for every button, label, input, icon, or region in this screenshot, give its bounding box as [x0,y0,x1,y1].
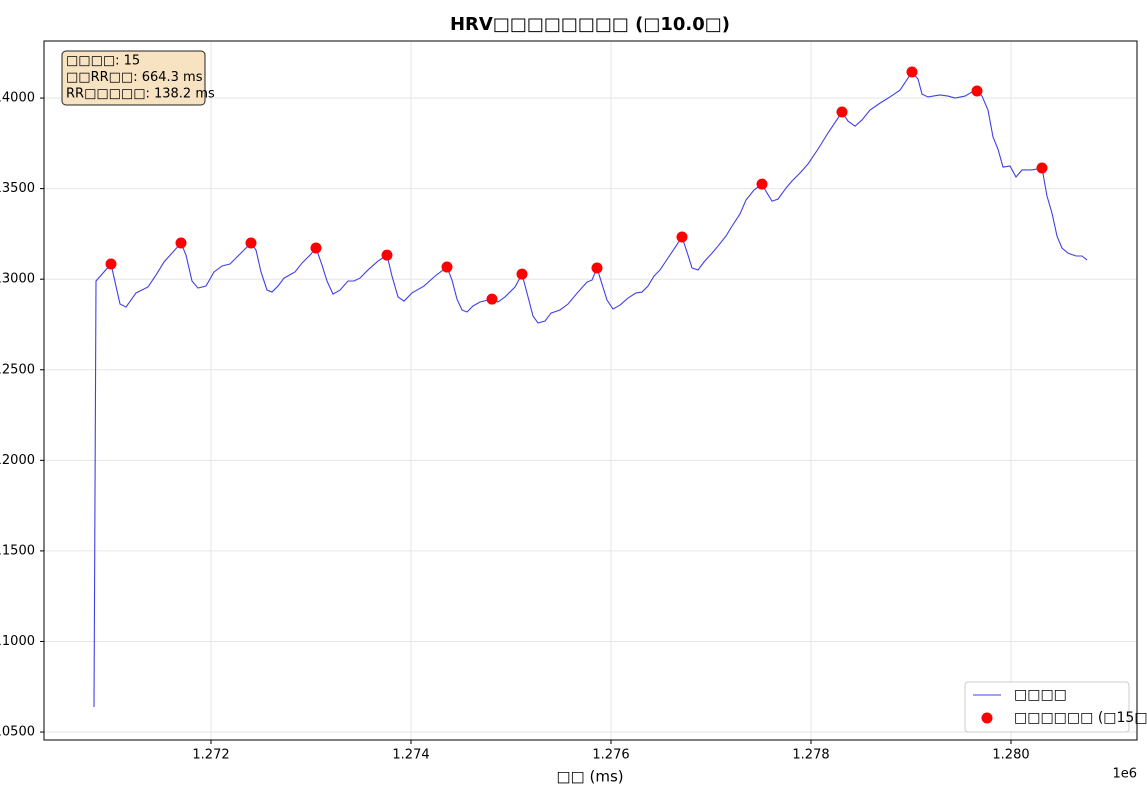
annotation-box [61,50,206,106]
x-offset-label: 1e6 [1112,767,1137,782]
peak-marker [486,293,498,305]
peak-marker [591,262,603,274]
annotation-text: □□RR□□: 664.3 ms [66,70,203,85]
peak-marker [756,178,768,190]
x-tick-label: 1.272 [192,748,229,763]
x-tick-label: 1.278 [792,748,829,763]
peak-marker [1036,162,1048,174]
y-tick-label: 11500 [0,543,35,558]
annotation-text: RR□□□□□: 138.2 ms [66,87,215,102]
peak-marker [906,66,918,78]
peak-marker [175,237,187,249]
peak-marker [516,268,528,280]
plot-frame [43,40,1138,741]
signal-line [93,71,1088,708]
x-axis-label: □□ (ms) [556,768,623,786]
peak-marker [245,237,257,249]
peak-marker [310,242,322,254]
y-tick-label: 12500 [0,362,35,377]
x-tick-label: 1.280 [992,748,1029,763]
y-tick-label: 14000 [0,91,35,106]
legend-label: □□□□□□ (□15□) [1014,710,1147,726]
peak-marker [441,261,453,273]
peak-marker [971,85,983,97]
y-tick-label: 12000 [0,453,35,468]
peak-marker [676,231,688,243]
legend-label: □□□□ [1014,687,1067,703]
x-tick-label: 1.276 [592,748,629,763]
y-tick-label: 10500 [0,725,35,740]
y-tick-label: 13000 [0,272,35,287]
x-tick-label: 1.274 [392,748,429,763]
y-tick-label: 13500 [0,181,35,196]
peak-marker [381,249,393,261]
y-tick-label: 11000 [0,634,35,649]
peak-marker [836,106,848,118]
legend-box [964,681,1130,733]
chart-title: HRV□□□□□□□□ (□10.0□) [450,14,730,35]
legend-swatch [981,712,993,724]
annotation-text: □□□□: 15 [66,54,140,69]
peak-marker [105,258,117,270]
